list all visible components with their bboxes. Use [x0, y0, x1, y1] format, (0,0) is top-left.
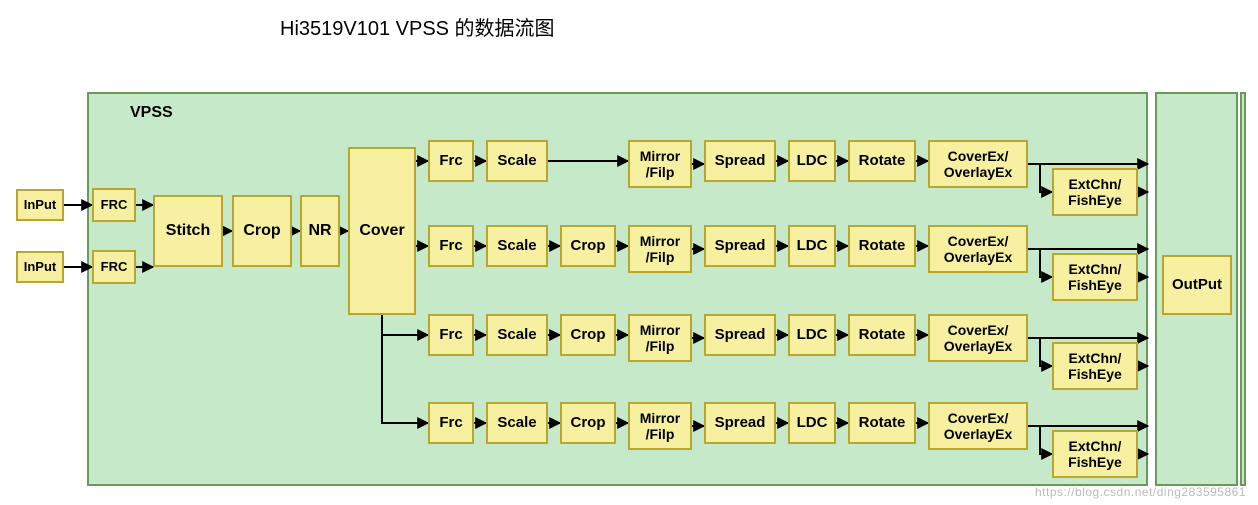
node-r3_cex: CoverEx/OverlayEx	[928, 314, 1028, 362]
watermark-text: https://blog.csdn.net/ding283595861	[1035, 485, 1246, 499]
node-cover: Cover	[348, 147, 416, 315]
node-r3_mirror: Mirror/Filp	[628, 314, 692, 362]
node-frc2: FRC	[92, 250, 136, 284]
node-r2_crop: Crop	[560, 225, 616, 267]
node-r1_cex: CoverEx/OverlayEx	[928, 140, 1028, 188]
node-r3_spread: Spread	[704, 314, 776, 356]
node-in2: InPut	[16, 251, 64, 283]
node-r4_ext: ExtChn/FishEye	[1052, 430, 1138, 478]
node-r2_cex: CoverEx/OverlayEx	[928, 225, 1028, 273]
node-r4_mirror: Mirror/Filp	[628, 402, 692, 450]
container-label-vpss: VPSS	[130, 104, 173, 122]
node-r1_ext: ExtChn/FishEye	[1052, 168, 1138, 216]
node-r4_frc: Frc	[428, 402, 474, 444]
node-r1_ldc: LDC	[788, 140, 836, 182]
node-r4_rotate: Rotate	[848, 402, 916, 444]
node-r3_rotate: Rotate	[848, 314, 916, 356]
node-r2_scale: Scale	[486, 225, 548, 267]
node-r3_crop: Crop	[560, 314, 616, 356]
node-crop: Crop	[232, 195, 292, 267]
node-r4_scale: Scale	[486, 402, 548, 444]
node-in1: InPut	[16, 189, 64, 221]
node-r2_ldc: LDC	[788, 225, 836, 267]
node-r1_rotate: Rotate	[848, 140, 916, 182]
node-r3_ext: ExtChn/FishEye	[1052, 342, 1138, 390]
node-r1_mirror: Mirror/Filp	[628, 140, 692, 188]
node-frc1: FRC	[92, 188, 136, 222]
node-r2_frc: Frc	[428, 225, 474, 267]
node-r3_scale: Scale	[486, 314, 548, 356]
node-r3_frc: Frc	[428, 314, 474, 356]
node-stitch: Stitch	[153, 195, 223, 267]
node-r4_ldc: LDC	[788, 402, 836, 444]
node-r3_ldc: LDC	[788, 314, 836, 356]
node-r4_crop: Crop	[560, 402, 616, 444]
node-r1_spread: Spread	[704, 140, 776, 182]
diagram-title: Hi3519V101 VPSS 的数据流图	[280, 12, 555, 41]
diagram-canvas: Hi3519V101 VPSS 的数据流图 https://blog.csdn.…	[0, 0, 1258, 505]
node-r4_cex: CoverEx/OverlayEx	[928, 402, 1028, 450]
node-r2_rotate: Rotate	[848, 225, 916, 267]
node-nr: NR	[300, 195, 340, 267]
node-r2_mirror: Mirror/Filp	[628, 225, 692, 273]
node-r2_spread: Spread	[704, 225, 776, 267]
node-r4_spread: Spread	[704, 402, 776, 444]
container-outbar	[1240, 92, 1246, 486]
node-r1_scale: Scale	[486, 140, 548, 182]
node-r2_ext: ExtChn/FishEye	[1052, 253, 1138, 301]
node-out: OutPut	[1162, 255, 1232, 315]
node-r1_frc: Frc	[428, 140, 474, 182]
